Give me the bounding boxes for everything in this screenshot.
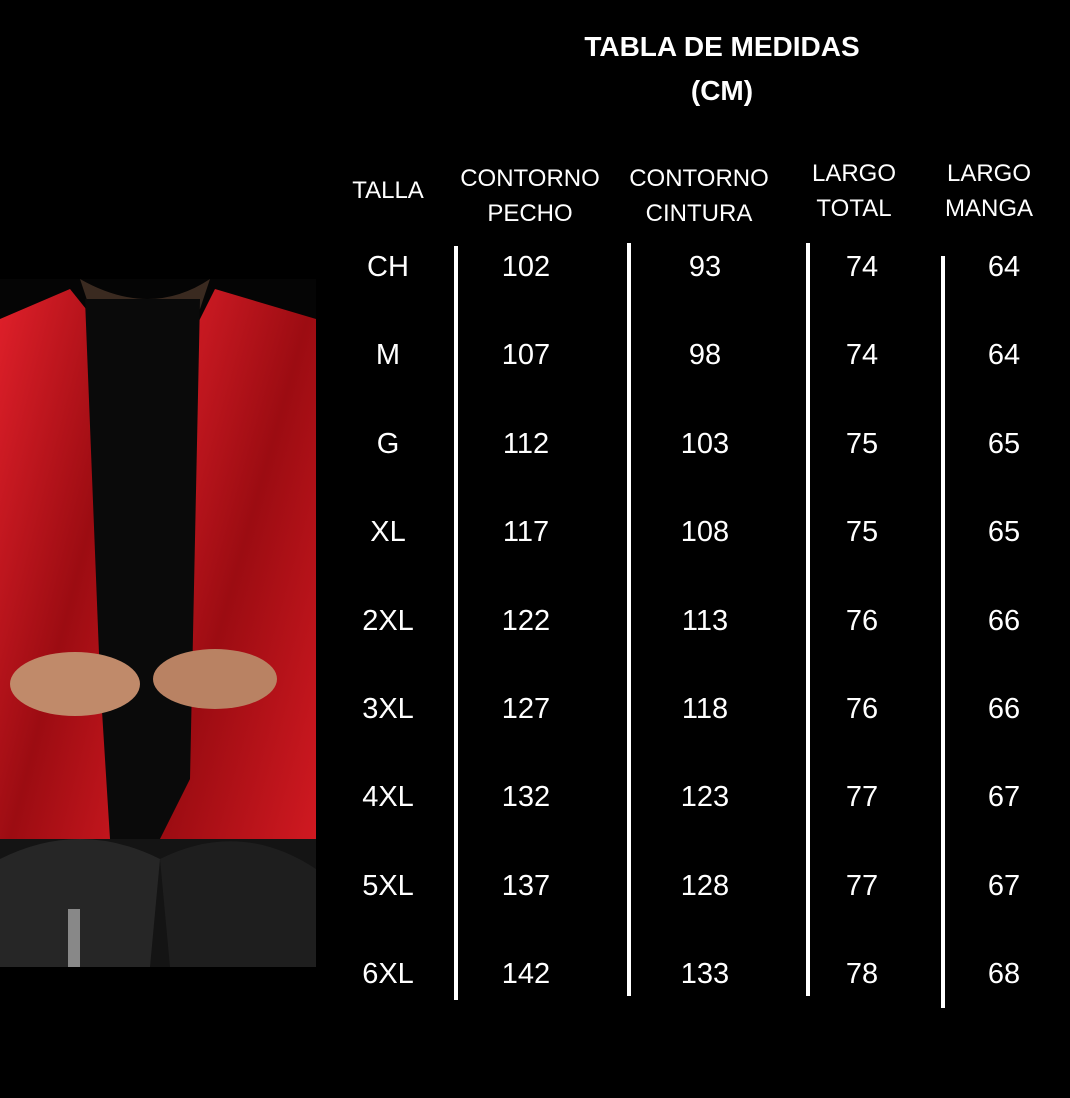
cell-largo-manga: 65: [987, 516, 1021, 549]
cell-largo-total: 75: [845, 516, 879, 549]
column-divider: [627, 243, 631, 996]
cell-contorno-pecho: 137: [501, 869, 551, 902]
column-header-contorno-pecho: CONTORNO PECHO: [445, 161, 615, 231]
cell-largo-total: 77: [845, 869, 879, 902]
cell-contorno-cintura: 113: [681, 604, 729, 637]
column-header-largo-manga: LARGO MANGA: [904, 156, 1070, 226]
cell-largo-manga: 66: [987, 604, 1021, 637]
cell-contorno-cintura: 133: [680, 958, 730, 991]
column-header-talla: TALLA: [303, 173, 473, 208]
cell-contorno-cintura: 98: [688, 339, 722, 372]
header-line: CINTURA: [645, 200, 753, 227]
header-line: PECHO: [487, 200, 573, 227]
cell-talla: M: [375, 339, 401, 372]
cell-largo-total: 74: [845, 339, 879, 372]
column-divider: [806, 243, 810, 996]
cell-contorno-pecho: 102: [501, 251, 551, 283]
cell-contorno-cintura: 128: [680, 869, 730, 902]
cell-talla: 6XL: [362, 958, 414, 991]
cell-talla: 3XL: [362, 693, 414, 725]
cell-largo-manga: 68: [987, 958, 1021, 991]
cell-talla: 2XL: [362, 604, 414, 637]
cell-contorno-cintura: 108: [680, 516, 730, 549]
cell-largo-total: 78: [845, 958, 879, 991]
cell-contorno-pecho: 122: [501, 604, 551, 637]
chart-unit: (CM): [690, 75, 754, 106]
chart-title: TABLA DE MEDIDAS: [584, 31, 860, 62]
cell-largo-manga: 64: [987, 339, 1021, 372]
cell-talla: 4XL: [362, 781, 414, 814]
column-header-largo-total: LARGO TOTAL: [769, 156, 939, 226]
header-line: TALLA: [352, 177, 424, 204]
cell-contorno-cintura: 93: [688, 251, 722, 283]
header-line: LARGO: [811, 160, 897, 187]
cell-contorno-pecho: 142: [501, 958, 551, 991]
cell-contorno-pecho: 107: [501, 339, 551, 372]
cell-talla: CH: [367, 251, 409, 283]
cell-largo-total: 77: [845, 781, 879, 814]
cell-contorno-cintura: 123: [680, 781, 730, 814]
cell-contorno-pecho: 117: [502, 516, 550, 549]
cell-contorno-cintura: 103: [680, 427, 730, 460]
cell-largo-manga: 66: [987, 693, 1021, 725]
cell-largo-total: 74: [845, 251, 879, 283]
cell-talla: 5XL: [362, 869, 414, 902]
cell-largo-manga: 64: [987, 251, 1021, 283]
cell-talla: XL: [370, 516, 406, 549]
cell-largo-total: 76: [845, 604, 879, 637]
header-line: LARGO: [946, 160, 1032, 187]
cell-contorno-pecho: 127: [501, 693, 551, 725]
cell-largo-manga: 67: [987, 781, 1021, 814]
cell-contorno-cintura: 118: [681, 693, 729, 725]
cell-largo-manga: 67: [987, 869, 1021, 902]
cell-largo-total: 76: [845, 693, 879, 725]
model-photo: [0, 279, 316, 967]
cell-contorno-pecho: 112: [502, 427, 550, 460]
header-line: MANGA: [944, 195, 1033, 222]
cell-largo-total: 75: [845, 427, 879, 460]
column-header-contorno-cintura: CONTORNO CINTURA: [614, 161, 784, 231]
column-divider: [454, 246, 458, 1000]
column-divider: [941, 256, 945, 1008]
header-line: CONTORNO: [460, 165, 600, 192]
header-line: CONTORNO: [629, 165, 769, 192]
header-line: TOTAL: [816, 195, 892, 222]
cell-largo-manga: 65: [987, 427, 1021, 460]
cell-contorno-pecho: 132: [501, 781, 551, 814]
cell-talla: G: [376, 427, 400, 460]
